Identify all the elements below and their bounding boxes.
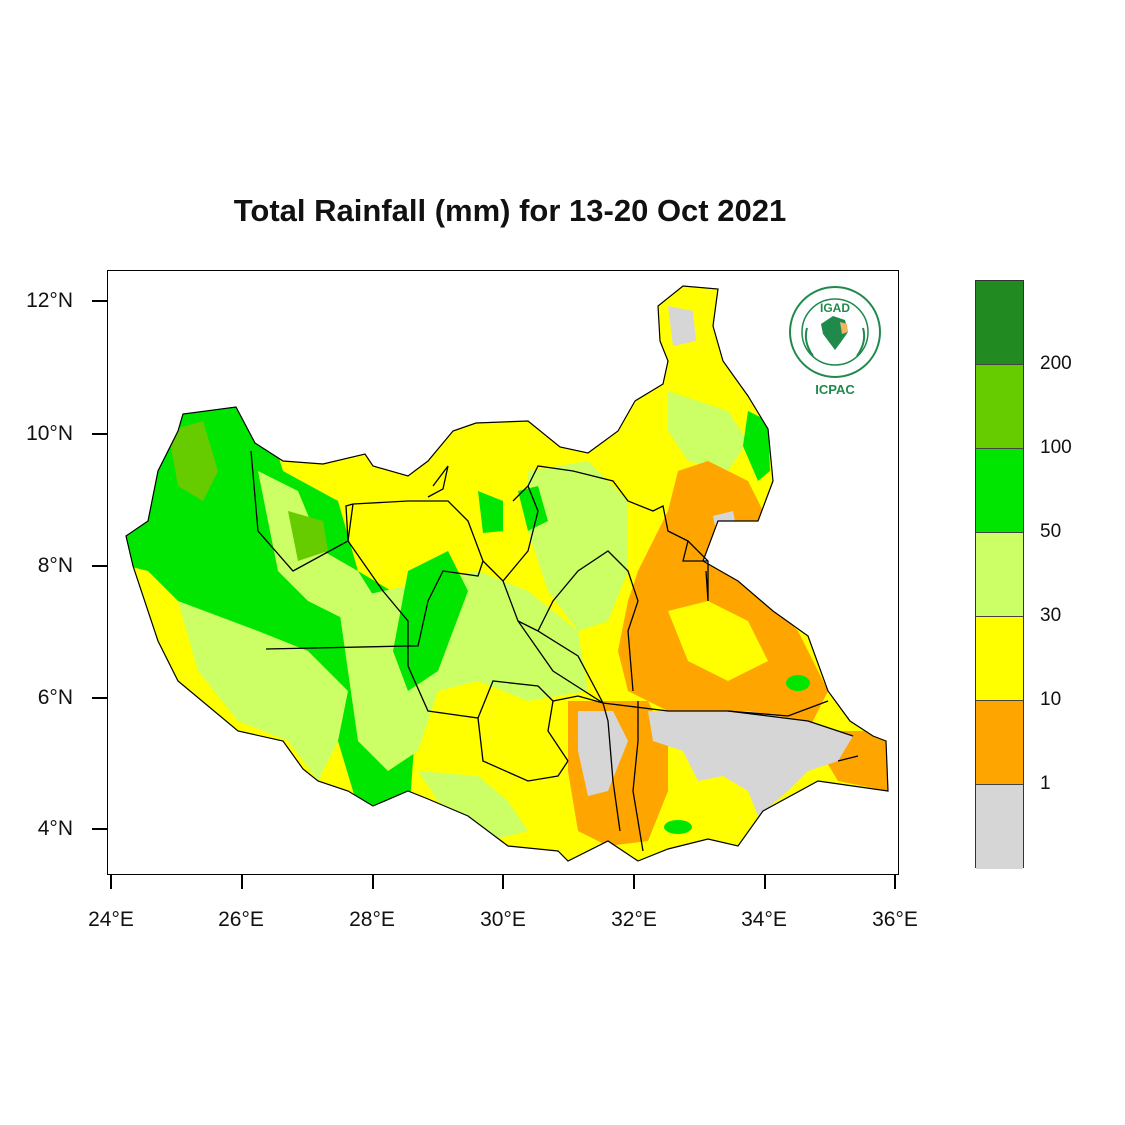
lat-tick <box>92 828 107 830</box>
color-legend <box>975 280 1024 869</box>
legend-label-200: 200 <box>1040 353 1072 374</box>
lon-label-30: 30°E <box>480 908 526 931</box>
legend-cell <box>976 281 1023 365</box>
map-title: Total Rainfall (mm) for 13-20 Oct 2021 <box>233 193 787 228</box>
lon-tick <box>241 875 243 889</box>
legend-cell <box>976 785 1023 869</box>
state-borders <box>250 450 859 852</box>
lon-tick <box>764 875 766 889</box>
logo-igad-text: IGAD <box>820 301 850 315</box>
lon-tick <box>110 875 112 889</box>
country-border <box>125 285 889 862</box>
legend-cell <box>976 449 1023 533</box>
logo-icpac-text: ICPAC <box>815 382 855 397</box>
lon-tick <box>372 875 374 889</box>
lat-label-8: 8°N <box>37 554 73 577</box>
legend-label-1: 1 <box>1040 773 1051 794</box>
lon-label-28: 28°E <box>349 908 395 931</box>
legend-cell <box>976 365 1023 449</box>
lat-label-6: 6°N <box>37 686 73 709</box>
legend-cell <box>976 533 1023 617</box>
lat-tick <box>92 697 107 699</box>
lat-label-10: 10°N <box>26 422 73 445</box>
legend-label-100: 100 <box>1040 437 1072 458</box>
rainfall-map <box>125 285 889 862</box>
lat-tick <box>92 565 107 567</box>
rainfall-fill <box>126 286 888 861</box>
lon-tick <box>894 875 896 889</box>
lat-label-4: 4°N <box>37 817 73 840</box>
lat-tick <box>92 433 107 435</box>
legend-label-10: 10 <box>1040 689 1062 710</box>
lon-label-32: 32°E <box>611 908 657 931</box>
map-frame <box>107 270 899 875</box>
lon-tick <box>502 875 504 889</box>
legend-cell <box>976 617 1023 701</box>
lon-label-34: 34°E <box>741 908 787 931</box>
lon-label-24: 24°E <box>88 908 134 931</box>
legend-label-30: 30 <box>1040 605 1062 626</box>
lon-label-26: 26°E <box>218 908 264 931</box>
lon-tick <box>633 875 635 889</box>
lon-label-36: 36°E <box>872 908 918 931</box>
lat-label-12: 12°N <box>26 289 73 312</box>
igad-icpac-logo: IGAD ICPAC <box>785 284 885 402</box>
lat-tick <box>92 300 107 302</box>
legend-label-50: 50 <box>1040 521 1062 542</box>
legend-cell <box>976 701 1023 785</box>
